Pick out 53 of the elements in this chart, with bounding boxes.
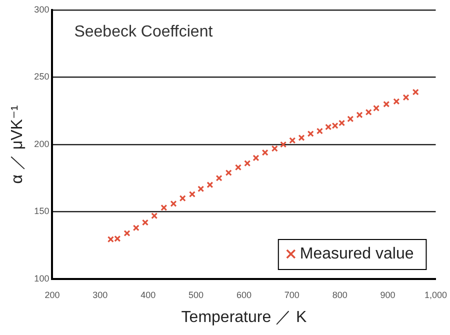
point — [107, 236, 114, 243]
point — [132, 224, 140, 232]
point — [206, 182, 214, 188]
point — [262, 149, 268, 156]
x-tick-label: 800 — [332, 290, 348, 300]
point — [332, 122, 338, 129]
x-tick-label: 500 — [188, 290, 204, 300]
point — [365, 108, 372, 116]
point — [244, 160, 251, 167]
point — [114, 235, 121, 242]
y-tick-label: 100 — [34, 273, 50, 284]
point — [142, 219, 148, 226]
x-tick-label: 300 — [92, 290, 108, 300]
point — [151, 212, 158, 220]
point — [289, 137, 296, 144]
point — [234, 164, 242, 171]
point — [325, 124, 332, 130]
point — [188, 190, 196, 198]
point — [179, 195, 186, 202]
x-tick-label: 900 — [380, 290, 396, 300]
x-tick-label: 700 — [284, 290, 300, 300]
text: Seebeck Coeffcient — [74, 23, 214, 40]
point — [402, 94, 410, 101]
x-tick-label: 200 — [44, 290, 60, 300]
point — [198, 186, 204, 192]
point — [347, 116, 354, 122]
legend-label: Measured value — [300, 245, 414, 262]
point — [271, 145, 278, 152]
y-tick-label: 250 — [34, 72, 50, 82]
point — [307, 130, 314, 138]
point — [160, 204, 168, 211]
point — [412, 88, 419, 96]
point — [170, 200, 177, 207]
point — [316, 128, 323, 134]
point — [280, 141, 287, 148]
y-tick-label: 150 — [34, 206, 50, 216]
x-tick-label: 600 — [236, 290, 252, 300]
point — [338, 120, 346, 126]
point — [356, 112, 363, 118]
point — [216, 174, 222, 182]
point — [298, 134, 305, 142]
point — [252, 154, 260, 162]
point — [225, 169, 232, 176]
x-axis-title: Temperature ／ K — [181, 308, 307, 326]
x-tick-label: 1,000 — [424, 290, 448, 300]
point — [383, 100, 390, 108]
point — [393, 98, 400, 105]
y-axis-title: α ／ μVK⁻¹ — [9, 105, 26, 184]
y-tick-label: 200 — [34, 138, 50, 149]
point — [373, 104, 380, 112]
x-tick-label: 400 — [140, 290, 156, 300]
point — [124, 230, 130, 237]
y-tick-label: 300 — [34, 4, 50, 14]
